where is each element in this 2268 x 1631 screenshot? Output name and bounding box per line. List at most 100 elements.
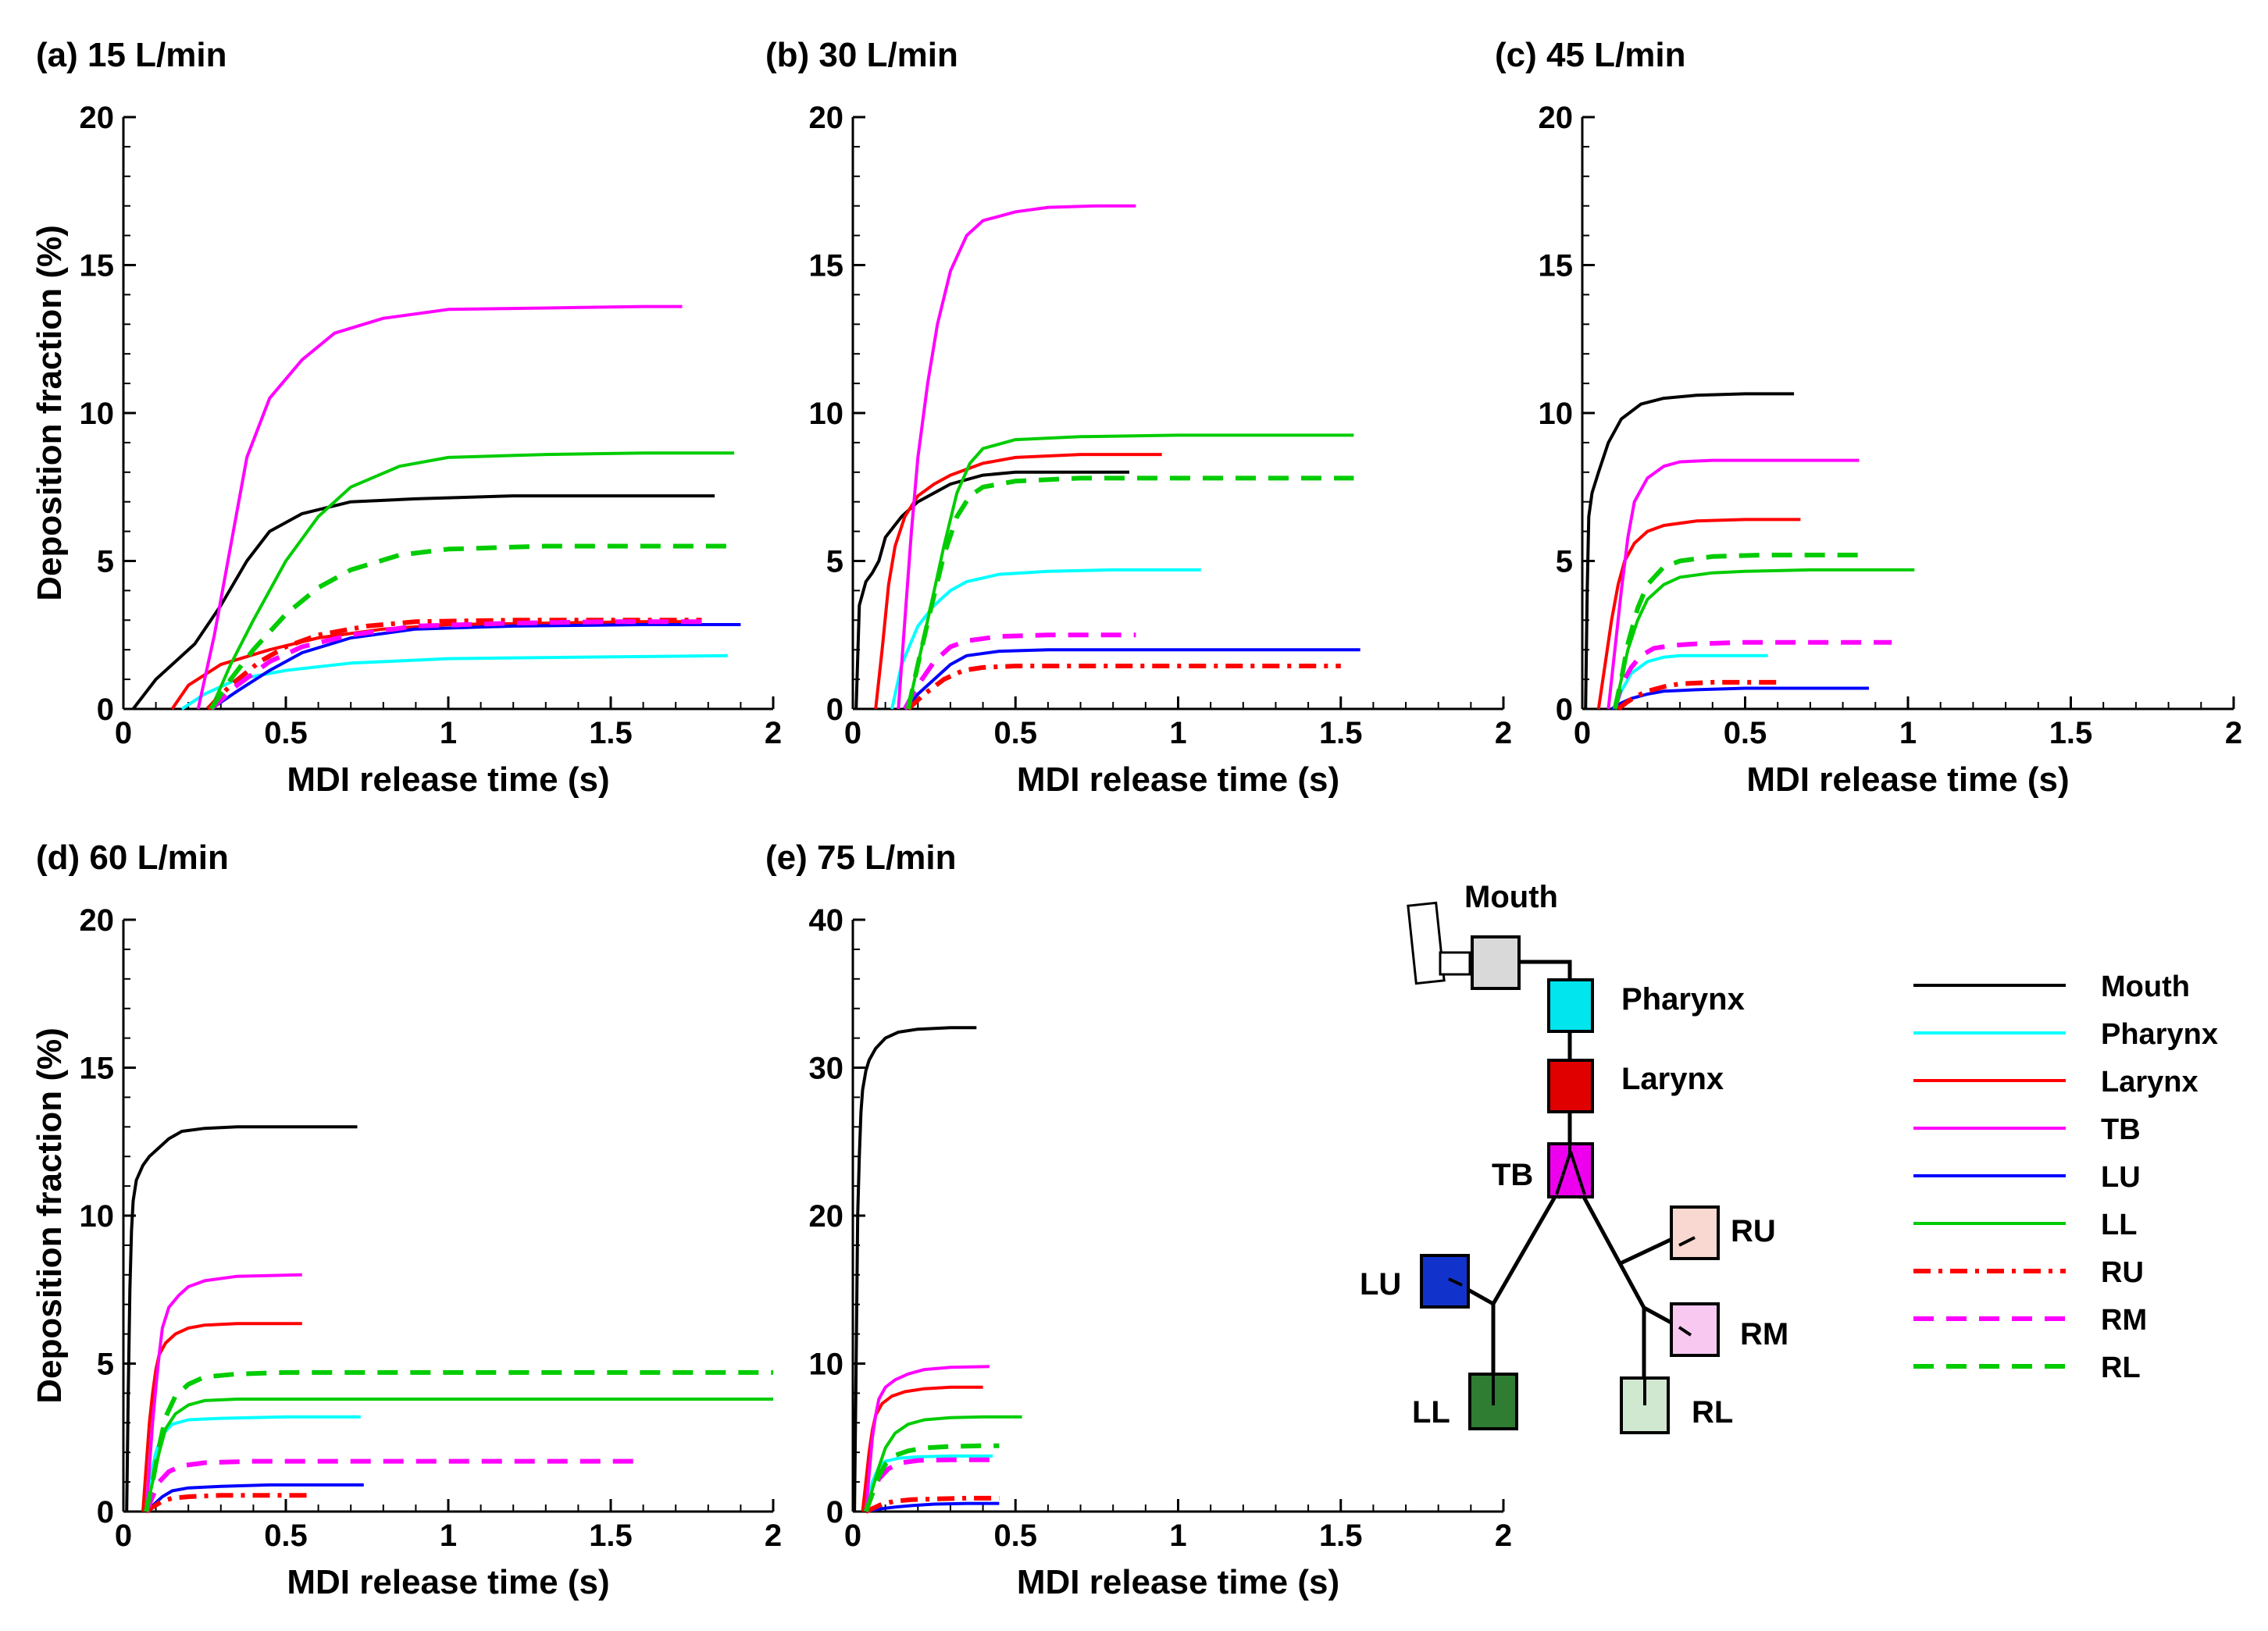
diagram-node-larynx <box>1547 1059 1594 1113</box>
x-tick-label: 0 <box>844 716 861 750</box>
tb-branch-left <box>1555 1151 1572 1195</box>
lu-stub <box>1448 1277 1463 1287</box>
panel-title: (e) 75 L/min <box>765 839 957 877</box>
x-tick-label: 0.5 <box>993 716 1037 750</box>
x-tick-label: 2 <box>765 1519 782 1553</box>
x-tick-label: 1.5 <box>1319 716 1363 750</box>
x-tick-label: 0.5 <box>1724 716 1767 750</box>
x-axis-label: MDI release time (s) <box>1017 1563 1339 1601</box>
x-tick-label: 1.5 <box>589 1519 633 1553</box>
y-tick-label: 10 <box>1539 397 1574 431</box>
y-tick-label: 20 <box>809 1199 844 1234</box>
series-line-pharynx <box>180 653 728 710</box>
legend-item-rl: RL <box>1913 1351 2141 1384</box>
series-line-larynx <box>1596 518 1801 710</box>
legend-label: RM <box>2101 1304 2147 1337</box>
diagram-node-pharynx <box>1547 978 1594 1033</box>
panel-title: (b) 30 L/min <box>765 36 958 74</box>
series-line-ru <box>1617 679 1778 711</box>
legend-label: Mouth <box>2101 970 2190 1003</box>
y-axis-label: Deposition fraction (%) <box>30 225 69 601</box>
x-axis-label: MDI release time (s) <box>287 1563 609 1601</box>
legend-label: TB <box>2101 1113 2141 1146</box>
x-tick-label: 1 <box>1899 716 1917 750</box>
diagram-labels: Mouth Pharynx Larynx TB LU LL RU RM RL <box>1360 880 1788 1430</box>
series-line-rl <box>144 1369 773 1512</box>
legend-label: LU <box>2101 1161 2141 1194</box>
x-axis-label: MDI release time (s) <box>1746 760 2069 799</box>
y-tick-label: 20 <box>80 903 115 938</box>
y-tick-label: 15 <box>80 1052 115 1086</box>
y-tick-label: 20 <box>809 101 844 135</box>
diagram-label-rl: RL <box>1692 1395 1733 1430</box>
x-tick-label: 0 <box>115 716 132 750</box>
series-line-rl <box>863 1443 1000 1513</box>
diagram-node-lu <box>1420 1254 1470 1309</box>
y-tick-label: 5 <box>1556 545 1573 579</box>
legend-item-mouth: Mouth <box>1913 970 2190 1003</box>
series-line-lu <box>210 623 741 710</box>
series-line-mouth <box>1584 392 1795 710</box>
x-tick-label: 0.5 <box>264 1519 308 1553</box>
series-line-rm <box>1612 639 1892 710</box>
legend-item-ll: LL <box>1913 1209 2137 1241</box>
series-line-larynx <box>170 620 702 710</box>
diagram-label-ru: RU <box>1731 1214 1776 1248</box>
diagram-node-ru <box>1670 1205 1720 1260</box>
mouthpiece-stem <box>1439 951 1471 976</box>
x-axis-label: MDI release time (s) <box>287 760 609 799</box>
y-tick-label: 0 <box>826 693 843 727</box>
legend-item-tb: TB <box>1913 1113 2141 1146</box>
series-line-rl <box>1612 552 1860 710</box>
series-line-ru <box>144 1493 309 1514</box>
ru-stub <box>1678 1236 1696 1247</box>
series-line-rl <box>905 475 1354 710</box>
y-tick-label: 0 <box>1556 693 1573 727</box>
diagram-node-rm <box>1670 1302 1720 1357</box>
diagram-node-mouth <box>1471 935 1521 990</box>
legend-label: Pharynx <box>2101 1018 2218 1051</box>
series-line-lu <box>904 648 1360 710</box>
x-tick-label: 1 <box>440 716 457 750</box>
series-line-tb <box>864 1365 990 1512</box>
y-tick-label: 10 <box>80 1199 115 1234</box>
diagram-label-rm: RM <box>1740 1317 1788 1351</box>
x-tick-label: 0.5 <box>993 1519 1037 1553</box>
series-line-lu <box>144 1483 364 1513</box>
x-tick-label: 1 <box>440 1519 457 1553</box>
legend-item-ru: RU <box>1913 1256 2144 1289</box>
diagram-label-lu: LU <box>1360 1267 1401 1302</box>
y-tick-label: 0 <box>97 1495 114 1530</box>
x-tick-label: 2 <box>765 716 782 750</box>
x-tick-label: 1.5 <box>1319 1519 1363 1553</box>
y-tick-label: 20 <box>1539 101 1574 135</box>
panel-title: (d) 60 L/min <box>36 839 229 877</box>
x-tick-label: 1 <box>1169 716 1186 750</box>
series-line-pharynx <box>890 568 1201 710</box>
series-line-mouth <box>854 470 1129 710</box>
series-line-ll <box>144 1398 773 1512</box>
y-axis-label: Deposition fraction (%) <box>30 1027 69 1404</box>
legend-label: LL <box>2101 1209 2137 1241</box>
y-tick-label: 15 <box>809 249 844 283</box>
diagram-label-ll: LL <box>1412 1395 1450 1430</box>
rm-stub <box>1678 1326 1692 1337</box>
y-tick-label: 0 <box>97 693 114 727</box>
y-tick-label: 5 <box>97 545 114 579</box>
series-line-ru <box>865 1495 1000 1514</box>
x-tick-label: 0 <box>1574 716 1591 750</box>
series-line-larynx <box>861 1385 983 1512</box>
legend-item-rm: RM <box>1913 1304 2147 1337</box>
series-line-rm <box>902 632 1136 710</box>
x-tick-label: 2 <box>1495 1519 1512 1553</box>
diagram-label-mouth: Mouth <box>1464 880 1558 914</box>
series-line-tb <box>897 204 1136 710</box>
legend-item-pharynx: Pharynx <box>1913 1018 2218 1051</box>
diagram-label-tb: TB <box>1492 1158 1533 1192</box>
airway-diagram: Mouth Pharynx Larynx TB LU LL RU RM RL <box>1360 880 1788 1434</box>
series-line-ru <box>906 664 1341 711</box>
panel-title: (a) 15 L/min <box>36 36 227 74</box>
